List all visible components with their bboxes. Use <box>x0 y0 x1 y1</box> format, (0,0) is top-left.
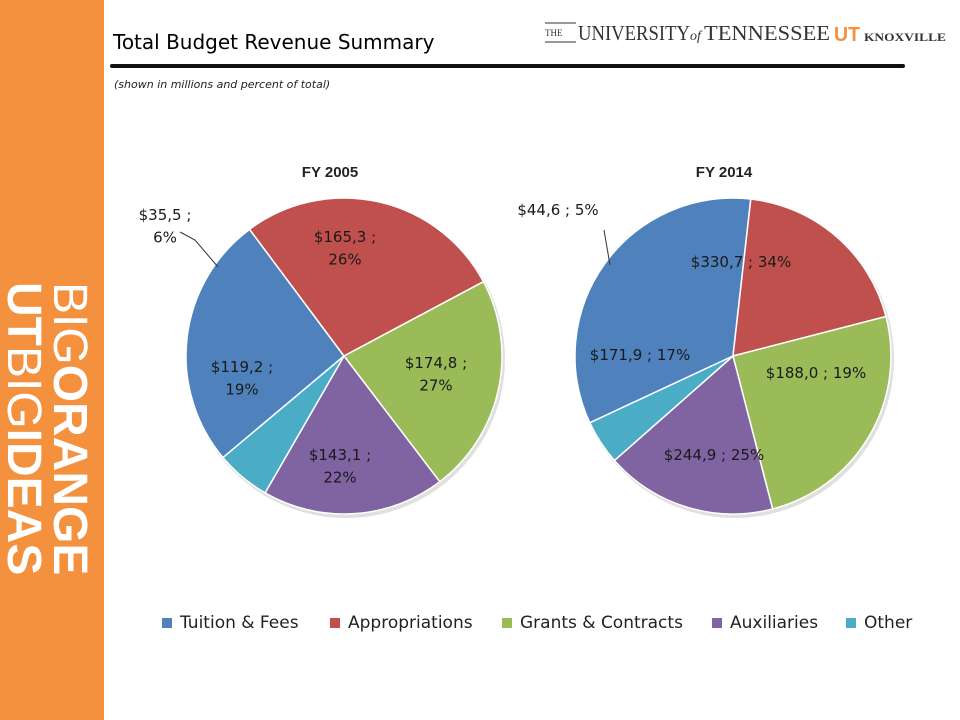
brand-line1: BIGORANGE <box>43 282 96 575</box>
logo-of: of <box>690 29 703 44</box>
pie-slice-other <box>222 355 345 494</box>
sidebar-band: BIGORANGE UTBIGIDEAS <box>0 0 104 720</box>
data-label-grants: $143,1 ; 22% <box>309 446 371 487</box>
pie-slice-auxiliaries <box>613 355 774 515</box>
legend-label: Grants & Contracts <box>520 613 683 633</box>
legend-swatch <box>330 618 340 628</box>
data-label-tuition: $165,3 ; 26% <box>314 228 376 269</box>
chart-title: FY 2014 <box>696 164 753 181</box>
logo-university: UNIVERSITY <box>578 21 690 45</box>
logo-campus: KNOXVILLE <box>864 30 946 44</box>
pie-slice-auxiliaries <box>264 355 441 515</box>
data-label-other: $44,6 ; 5% <box>517 201 598 219</box>
big-orange-big-ideas-logo: BIGORANGE UTBIGIDEAS <box>2 282 96 575</box>
data-label-auxiliaries: $119,2 ; 19% <box>211 358 273 399</box>
legend-swatch <box>162 618 172 628</box>
pie-slice-grants <box>343 280 503 483</box>
fy2014-pie <box>574 197 894 518</box>
title-divider <box>110 64 905 68</box>
page-title: Total Budget Revenue Summary <box>113 30 435 54</box>
pie-charts: FY 2005 $165,3 ; 26% $174,8 ; 27% $143,1 ; 22%… <box>139 164 894 518</box>
pie-slice-appropriations <box>732 198 887 357</box>
data-label-other: $35,5 ; 6% <box>139 206 192 247</box>
pie-slice-grants <box>732 315 892 510</box>
data-label-auxiliaries: $171,9 ; 17% <box>590 346 690 364</box>
pie-slice-tuition <box>574 197 752 424</box>
data-label-appropriations: $174,8 ; 27% <box>405 354 467 395</box>
pie-slice-appropriations <box>248 197 485 357</box>
data-label-tuition: $330,7 ; 34% <box>691 253 791 271</box>
logo-ut-mark: UT <box>834 24 860 46</box>
legend-item-grants: Grants & Contracts <box>502 612 683 634</box>
brand-line2: UTBIGIDEAS <box>2 282 50 575</box>
legend-item-auxiliaries: Auxiliaries <box>712 612 818 634</box>
legend-swatch <box>502 618 512 628</box>
logo-tennessee: TENNESSEE <box>704 21 830 45</box>
pie-slice-other <box>589 355 734 462</box>
data-label-grants: $244,9 ; 25% <box>664 446 764 464</box>
legend-label: Appropriations <box>348 613 473 633</box>
pie-slice-tuition <box>185 228 345 459</box>
legend-item-tuition: Tuition & Fees <box>162 612 299 634</box>
legend-swatch <box>846 618 856 628</box>
university-logo: THE UNIVERSITY of TENNESSEE UT KNOXVILLE <box>545 21 946 46</box>
legend-swatch <box>712 618 722 628</box>
legend-item-appropriations: Appropriations <box>330 612 473 634</box>
data-label-appropriations: $188,0 ; 19% <box>766 364 866 382</box>
page-subtitle: (shown in millions and percent of total) <box>114 78 331 91</box>
legend-label: Auxiliaries <box>730 613 819 633</box>
logo-the: THE <box>545 28 563 38</box>
leader-line <box>603 229 611 266</box>
legend-label: Other <box>864 613 913 633</box>
fy2005-pie <box>185 197 505 518</box>
leader-line <box>179 231 219 268</box>
legend-item-other: Other <box>846 612 912 634</box>
legend-label: Tuition & Fees <box>180 613 299 633</box>
chart-title: FY 2005 <box>302 164 358 181</box>
